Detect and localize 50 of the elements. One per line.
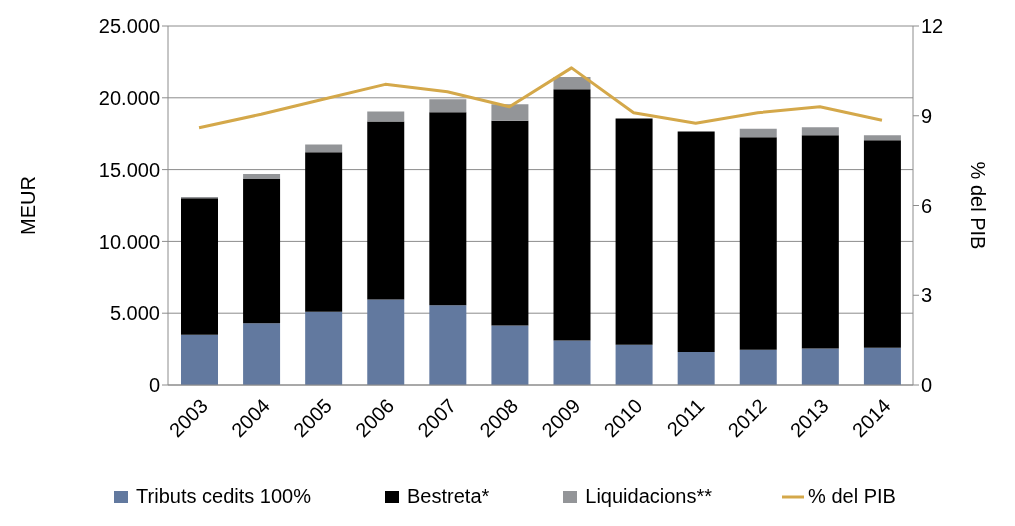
bar <box>429 305 467 385</box>
bar <box>863 347 901 385</box>
bar <box>615 344 653 385</box>
bar <box>491 104 529 121</box>
bar <box>739 137 777 350</box>
bar <box>739 349 777 385</box>
line-series <box>197 66 884 130</box>
y2-tick-label: 12 <box>921 15 944 38</box>
bar <box>801 135 839 349</box>
legend-label: % del PIB <box>808 485 896 508</box>
y2-tick-label: 9 <box>921 104 933 127</box>
bar <box>243 173 281 179</box>
bar <box>615 118 653 345</box>
bar <box>305 152 343 312</box>
y-tick-label: 25.000 <box>98 15 160 38</box>
bar <box>553 89 591 341</box>
bar <box>491 120 529 326</box>
y-tick-label: 0 <box>148 374 160 397</box>
bar <box>491 325 529 385</box>
bar <box>553 340 591 385</box>
bar <box>863 140 901 348</box>
bar <box>367 111 405 122</box>
bar <box>739 128 777 138</box>
y2-tick-label: 0 <box>921 374 933 397</box>
bar <box>863 135 901 141</box>
bar <box>305 311 343 385</box>
bar <box>305 144 343 153</box>
y-tick-label: 10.000 <box>98 230 160 253</box>
bar <box>181 334 218 385</box>
bar <box>801 127 839 136</box>
bar <box>801 348 839 385</box>
bar <box>677 131 715 352</box>
legend-label: Liquidacions** <box>585 485 713 508</box>
y2-tick-label: 3 <box>921 284 933 307</box>
bar <box>677 351 715 385</box>
y-tick-label: 5.000 <box>109 302 160 325</box>
y-tick-label: 20.000 <box>98 86 160 109</box>
y-tick-label: 15.000 <box>98 158 160 181</box>
bar <box>243 178 281 324</box>
y2-axis-title: % del PIB <box>966 161 989 250</box>
legend-label: Bestreta* <box>407 485 490 508</box>
bar <box>367 121 405 300</box>
bar <box>243 323 281 385</box>
bar <box>367 299 405 385</box>
bar <box>553 76 591 90</box>
bar <box>429 112 467 306</box>
bar <box>181 198 218 335</box>
y-axis-title: MEUR <box>17 176 40 235</box>
y2-tick-label: 6 <box>921 194 933 217</box>
legend-label: Tributs cedits 100% <box>136 485 312 508</box>
